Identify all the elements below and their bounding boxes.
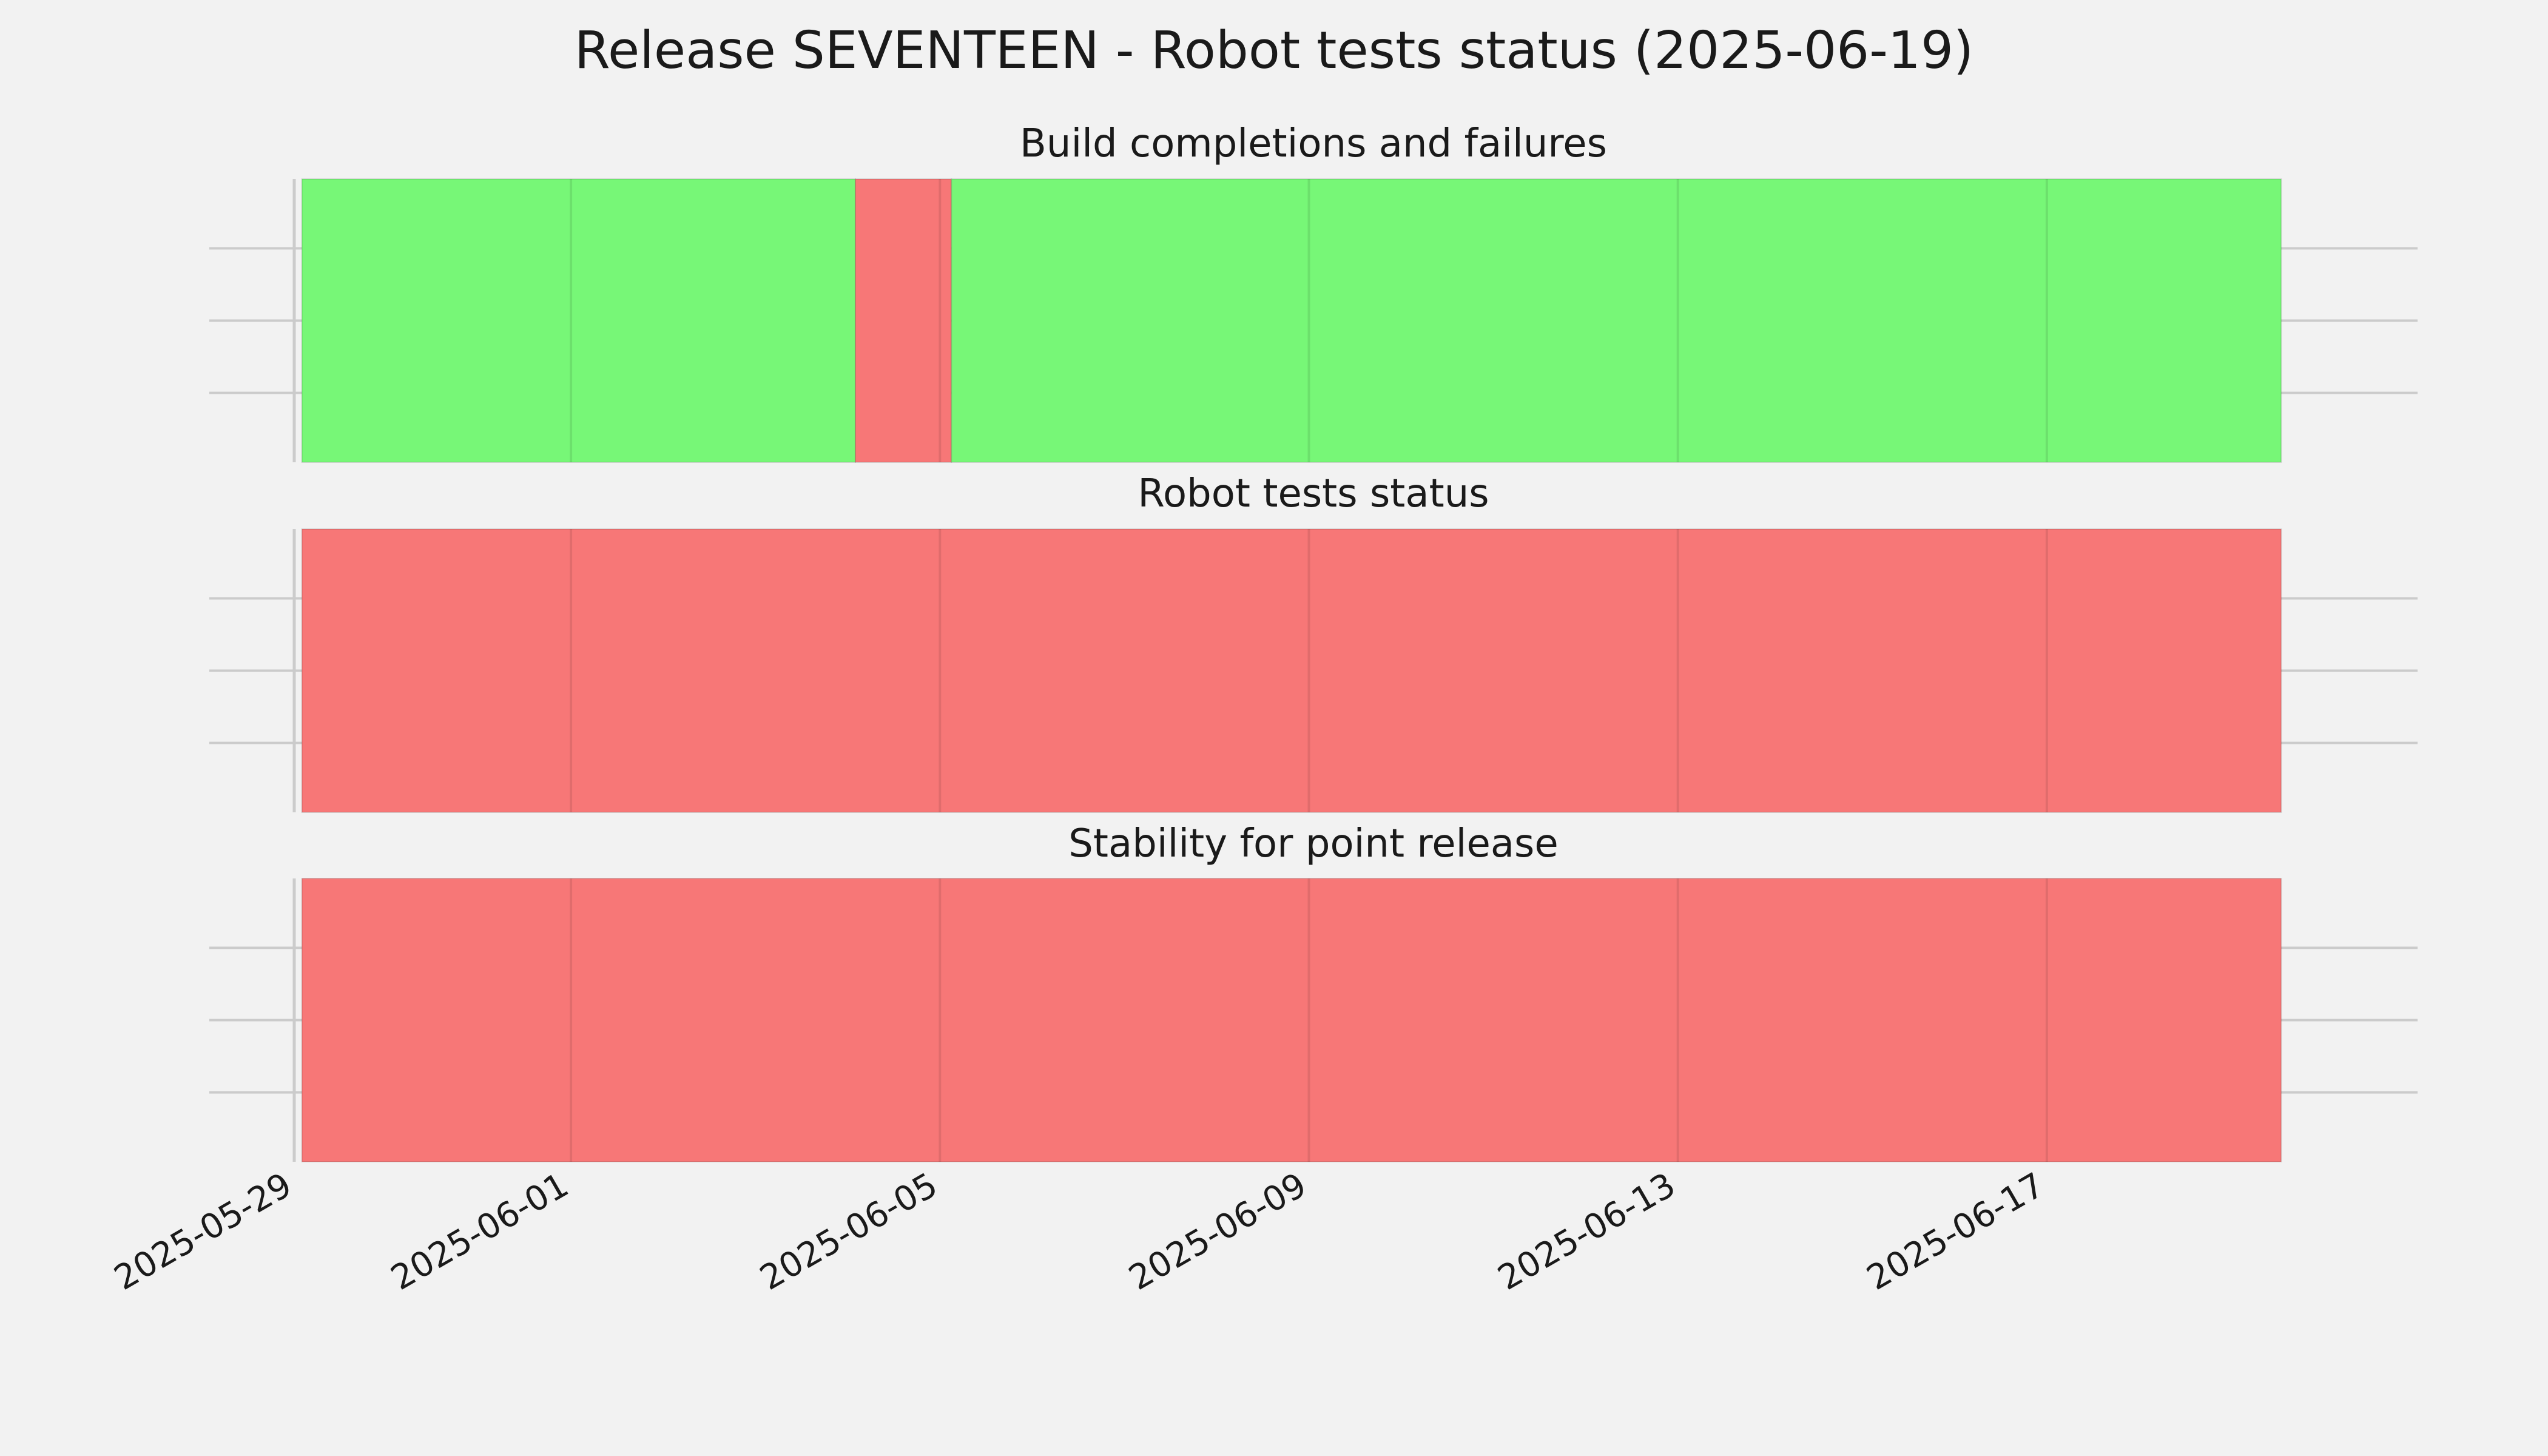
panel-title: Stability for point release xyxy=(1068,821,1559,866)
panels: Build completions and failures Robot test… xyxy=(209,121,2418,1162)
panel-3: Stability for point release xyxy=(209,821,2418,1162)
panel-2: Robot tests status xyxy=(209,471,2418,813)
chart-title: Release SEVENTEEN - Robot tests status (… xyxy=(575,21,1973,81)
segment-pass xyxy=(951,178,2282,463)
segment-pass xyxy=(301,178,856,463)
panel-title: Robot tests status xyxy=(1138,471,1489,516)
panel-1: Build completions and failures xyxy=(209,121,2418,463)
segment-fail xyxy=(301,528,2282,813)
panel-title: Build completions and failures xyxy=(1020,121,1607,166)
segment-fail xyxy=(854,178,952,463)
segment-fail xyxy=(301,878,2282,1162)
